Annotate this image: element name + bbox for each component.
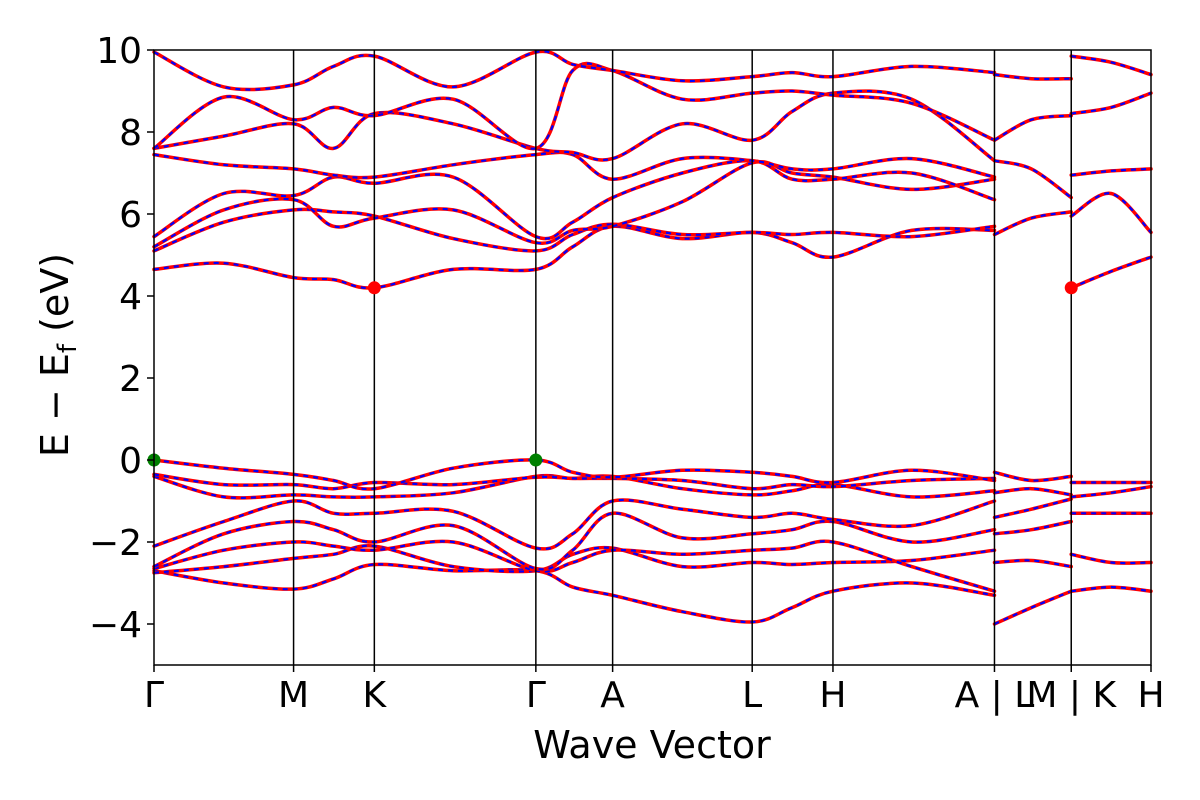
bands-layer bbox=[152, 49, 1153, 626]
band-b2-spin-a bbox=[153, 544, 995, 574]
x-tick-label: H bbox=[819, 675, 846, 716]
band-c3-spin-a bbox=[153, 160, 995, 248]
x-tick-label: H bbox=[1137, 675, 1164, 716]
band-s17-spin-b bbox=[1069, 191, 1153, 235]
band-s9-spin-a bbox=[993, 114, 1072, 142]
band-c6-spin-a bbox=[153, 89, 996, 162]
band-b5-spin-a bbox=[153, 498, 995, 550]
x-axis-label: Wave Vector bbox=[533, 723, 771, 767]
band-s5-spin-b bbox=[992, 486, 1073, 497]
band-b8-spin-a bbox=[153, 458, 995, 491]
band-s11-spin-a bbox=[1071, 585, 1152, 593]
band-b1-spin-a bbox=[153, 563, 995, 624]
band-b4-spin-a bbox=[153, 512, 995, 571]
band-c4-spin-a bbox=[153, 159, 995, 240]
band-s4-spin-b bbox=[992, 497, 1073, 520]
x-tick-label: M bbox=[278, 675, 309, 716]
high-symmetry-lines bbox=[292, 50, 1072, 665]
y-axis-label-unit: (eV) bbox=[33, 253, 77, 344]
x-ticks: Γ M K Γ A L H A | LM | K H bbox=[144, 665, 1165, 716]
y-axis-label-main: E − E bbox=[33, 353, 77, 457]
x-tick-label: A bbox=[600, 675, 625, 716]
y-tick-label: 6 bbox=[119, 195, 142, 236]
band-s20-spin-b bbox=[1069, 54, 1153, 77]
band-b3-spin-a bbox=[153, 540, 995, 593]
band-s16-spin-a bbox=[1070, 256, 1152, 289]
band-s10-spin-b bbox=[992, 72, 1073, 81]
y-tick-label: 4 bbox=[119, 277, 142, 318]
x-tick-label: K bbox=[363, 675, 388, 716]
band-c7-spin-b bbox=[152, 61, 997, 151]
band-c8-spin-a bbox=[153, 50, 995, 91]
vbm-marker bbox=[529, 453, 543, 467]
band-s3-spin-b bbox=[992, 519, 1073, 536]
y-axis-label: E − Ef (eV) bbox=[33, 253, 83, 457]
band-c2-spin-a bbox=[153, 208, 995, 253]
band-s7-spin-a bbox=[994, 210, 1072, 236]
band-s19-spin-a bbox=[1071, 92, 1152, 115]
x-tick-label: L bbox=[742, 675, 762, 716]
y-axis-label-sub: f bbox=[53, 343, 83, 353]
y-tick-label: 0 bbox=[119, 441, 142, 482]
band-s8-spin-a bbox=[994, 159, 1072, 199]
band-s2-spin-b bbox=[992, 558, 1073, 569]
y-tick-label: −2 bbox=[89, 523, 142, 564]
band-s12-spin-a bbox=[1070, 553, 1152, 565]
band-c5-spin-a bbox=[153, 151, 995, 181]
band-b1-spin-b bbox=[152, 562, 997, 624]
band-c1-spin-a bbox=[153, 225, 995, 290]
y-tick-label: −4 bbox=[89, 605, 142, 646]
band-s7-spin-b bbox=[992, 210, 1073, 237]
plot-frame bbox=[153, 49, 1152, 666]
x-tick-label: Γ bbox=[526, 675, 546, 716]
band-s6-spin-b bbox=[992, 470, 1073, 483]
cbm-marker bbox=[1064, 281, 1078, 295]
y-tick-label: 10 bbox=[96, 31, 142, 72]
band-b7-spin-a bbox=[153, 473, 995, 490]
y-tick-label: 8 bbox=[119, 113, 142, 154]
band-s17-spin-a bbox=[1070, 192, 1152, 234]
band-c6-spin-b bbox=[152, 89, 997, 163]
band-s8-spin-b bbox=[992, 158, 1073, 200]
x-tick-label: M | K bbox=[1026, 675, 1117, 716]
y-tick-label: 2 bbox=[119, 359, 142, 400]
cbm-marker bbox=[367, 281, 381, 295]
band-s1-spin-a bbox=[994, 590, 1072, 626]
y-ticks: −4 −2 0 2 4 6 8 10 bbox=[89, 31, 154, 646]
band-c7-spin-a bbox=[153, 62, 995, 150]
band-s14-spin-a bbox=[1071, 485, 1152, 498]
band-s20-spin-a bbox=[1071, 55, 1152, 76]
x-tick-label: A | L bbox=[955, 675, 1035, 716]
band-s18-spin-a bbox=[1071, 167, 1152, 177]
x-tick-label: Γ bbox=[144, 675, 164, 716]
band-s19-spin-b bbox=[1069, 91, 1153, 116]
